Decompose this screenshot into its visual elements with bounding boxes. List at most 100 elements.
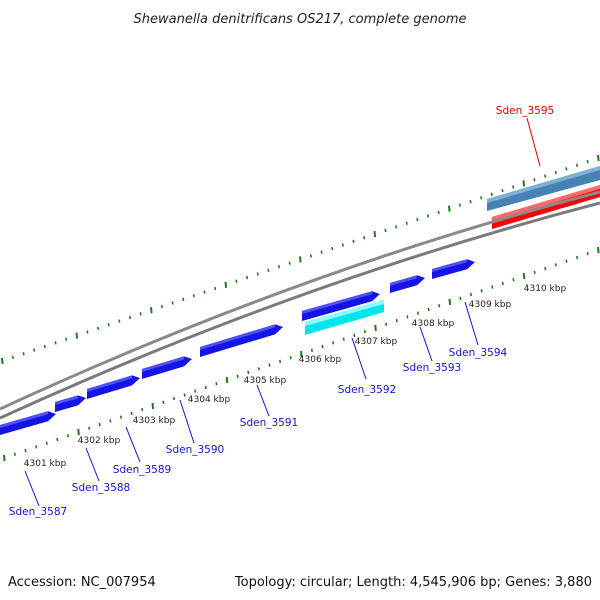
gene-label-leader-line — [419, 326, 433, 362]
gene-label-sden-3588[interactable]: Sden_3588 — [72, 482, 130, 494]
minor-tick — [56, 437, 59, 442]
gene-label-leader-line — [464, 301, 479, 346]
minor-tick — [183, 393, 186, 397]
minor-tick — [88, 426, 91, 430]
genome-backbone — [0, 190, 600, 420]
gene-bar-sden-3590[interactable] — [142, 356, 192, 379]
minor-tick — [341, 243, 344, 247]
minor-tick — [257, 367, 260, 371]
minor-tick — [533, 178, 536, 182]
minor-tick — [235, 279, 238, 283]
minor-tick — [171, 301, 174, 305]
minor-tick — [247, 370, 250, 375]
scale-label: 4306 kbp — [299, 355, 342, 365]
gene-label-sden-3592[interactable]: Sden_3592 — [338, 384, 396, 396]
minor-tick — [352, 239, 355, 244]
major-tick — [597, 246, 600, 254]
gene-label-sden-3587[interactable]: Sden_3587 — [9, 506, 67, 518]
minor-tick — [426, 214, 430, 218]
minor-tick — [458, 203, 462, 207]
map-title: Shewanella denitrificans OS217, complete… — [134, 12, 467, 27]
minor-tick — [236, 374, 239, 378]
minor-tick — [363, 236, 366, 240]
major-tick — [150, 307, 153, 314]
minor-tick — [160, 304, 164, 309]
major-tick — [225, 376, 229, 384]
selected-gene-bar[interactable] — [305, 300, 384, 335]
minor-tick — [277, 265, 281, 269]
gene-label-sden-3593[interactable]: Sden_3593 — [403, 362, 461, 374]
minor-tick — [491, 285, 494, 289]
minor-tick — [469, 199, 472, 204]
minor-tick — [544, 266, 547, 271]
major-tick — [373, 231, 377, 238]
minor-tick — [43, 344, 46, 349]
minor-tick — [395, 318, 398, 323]
gene-label-sden-3591[interactable]: Sden_3591 — [240, 417, 298, 429]
scale-label: 4310 kbp — [524, 284, 567, 294]
minor-tick — [384, 228, 387, 233]
minor-tick — [22, 352, 25, 356]
minor-tick — [215, 382, 218, 386]
minor-tick — [331, 246, 334, 251]
minor-tick — [309, 254, 313, 258]
gene-label-sden-3594[interactable]: Sden_3594 — [449, 347, 508, 359]
major-tick — [77, 428, 80, 436]
minor-tick — [45, 441, 48, 445]
minor-tick — [501, 188, 504, 193]
minor-tick — [13, 452, 16, 456]
major-tick — [75, 332, 79, 339]
minor-tick — [182, 297, 185, 302]
minor-tick — [214, 286, 217, 291]
gene-label-leader-line — [85, 447, 100, 482]
minor-tick — [172, 396, 176, 401]
minor-tick — [65, 337, 68, 341]
minor-tick — [533, 270, 536, 274]
minor-tick — [416, 311, 420, 315]
gene-bar-sden-3588[interactable] — [55, 395, 86, 412]
gene-label-sden-3589[interactable]: Sden_3589 — [113, 464, 171, 476]
minor-tick — [118, 319, 121, 323]
gene-bar-sden-3591[interactable] — [200, 324, 283, 357]
gene-label-leader-line — [125, 426, 141, 463]
gene-bar-sden-3593[interactable] — [390, 275, 425, 293]
minor-tick — [544, 174, 547, 178]
gene-label-sden-3590[interactable]: Sden_3590 — [166, 444, 224, 456]
minor-tick — [501, 281, 504, 286]
minor-tick — [109, 419, 112, 423]
gene-bar-sden-3594[interactable] — [432, 259, 475, 279]
minor-tick — [512, 278, 515, 282]
minor-tick — [575, 163, 579, 167]
minor-tick — [490, 192, 493, 196]
minor-tick — [54, 341, 57, 345]
highlight-feature-bar[interactable] — [487, 166, 600, 211]
minor-tick — [194, 389, 197, 393]
minor-tick — [427, 307, 430, 312]
minor-tick — [139, 312, 142, 316]
gene-bar-sden-3589[interactable] — [87, 375, 140, 399]
minor-tick — [512, 185, 515, 189]
minor-tick — [586, 252, 589, 256]
minor-tick — [565, 259, 568, 263]
minor-tick — [289, 356, 292, 360]
minor-tick — [321, 344, 324, 349]
minor-tick — [480, 289, 483, 293]
gene-label-leader-line — [351, 337, 367, 380]
minor-tick — [469, 292, 473, 297]
minor-tick — [342, 337, 345, 341]
gene-bar-sden-3592[interactable] — [302, 291, 380, 321]
minor-tick — [141, 408, 144, 412]
minor-tick — [130, 411, 133, 416]
gene-label-leader-line — [526, 117, 541, 167]
minor-tick — [586, 159, 589, 164]
minor-tick — [162, 400, 165, 404]
major-tick — [374, 324, 377, 332]
scale-label: 4305 kbp — [244, 376, 287, 386]
gene-bar-sden-3587[interactable] — [0, 411, 56, 435]
minor-tick — [459, 296, 462, 300]
gene-label-sden-3595[interactable]: Sden_3595 — [496, 105, 554, 117]
minor-tick — [310, 348, 313, 352]
major-tick — [1, 357, 4, 365]
minor-tick — [203, 290, 206, 294]
minor-tick — [128, 315, 132, 320]
